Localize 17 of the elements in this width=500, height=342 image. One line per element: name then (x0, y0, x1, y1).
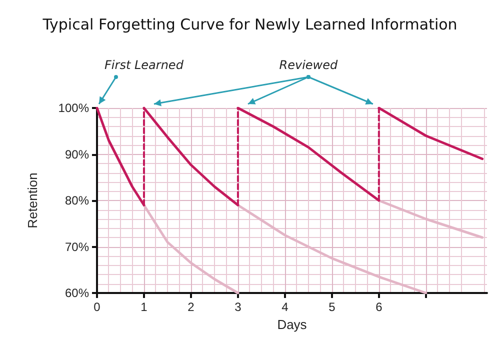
y-tick-label: 70% (64, 240, 90, 254)
chart-title: Typical Forgetting Curve for Newly Learned Information (42, 16, 458, 34)
y-axis-title: Retention (25, 172, 40, 228)
x-tick-label: 2 (188, 300, 195, 314)
y-tick-label: 80% (64, 194, 90, 208)
x-tick-label: 6 (376, 300, 383, 314)
x-tick-label: 3 (234, 300, 242, 314)
x-tick-label: 4 (282, 300, 289, 314)
x-tick-label: 0 (94, 300, 101, 314)
text: First Learned (104, 58, 184, 72)
y-tick-label: 60% (64, 286, 90, 300)
x-axis-title: Days (277, 316, 308, 332)
x-tick-label: 5 (328, 300, 336, 314)
y-tick-label: 90% (64, 147, 90, 162)
y-tick-label: 100% (58, 101, 90, 115)
x-tick-label: 1 (140, 300, 148, 314)
text: Reviewed (279, 58, 338, 72)
